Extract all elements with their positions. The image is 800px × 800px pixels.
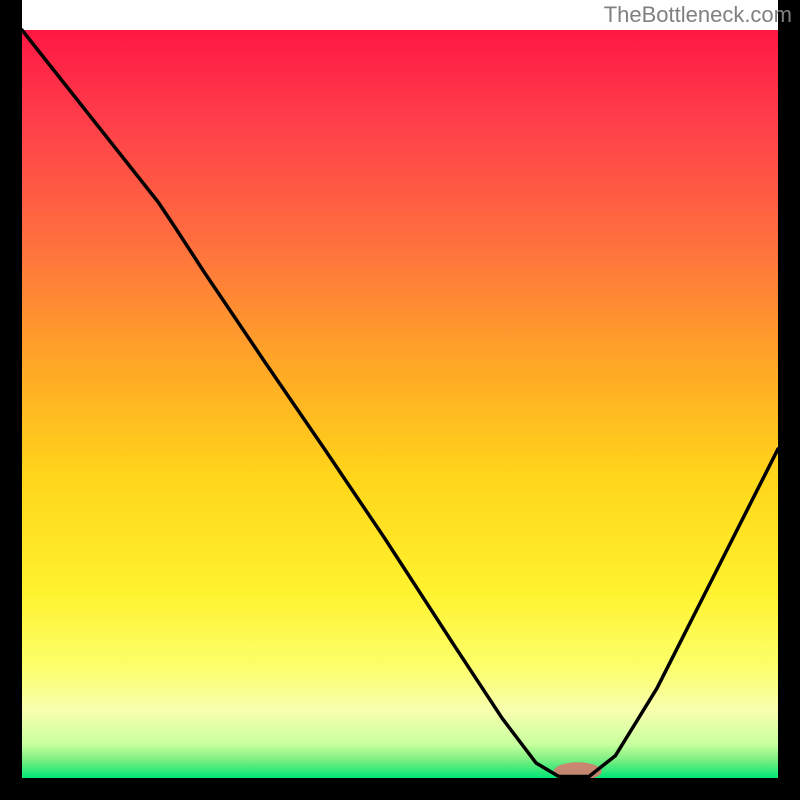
chart-border-segment (0, 778, 800, 800)
chart-border-segment (778, 0, 800, 800)
watermark-text: TheBottleneck.com (604, 2, 792, 27)
bottleneck-chart: TheBottleneck.com (0, 0, 800, 800)
gradient-background (22, 30, 778, 778)
chart-border-segment (0, 0, 22, 800)
chart-container: TheBottleneck.com (0, 0, 800, 800)
